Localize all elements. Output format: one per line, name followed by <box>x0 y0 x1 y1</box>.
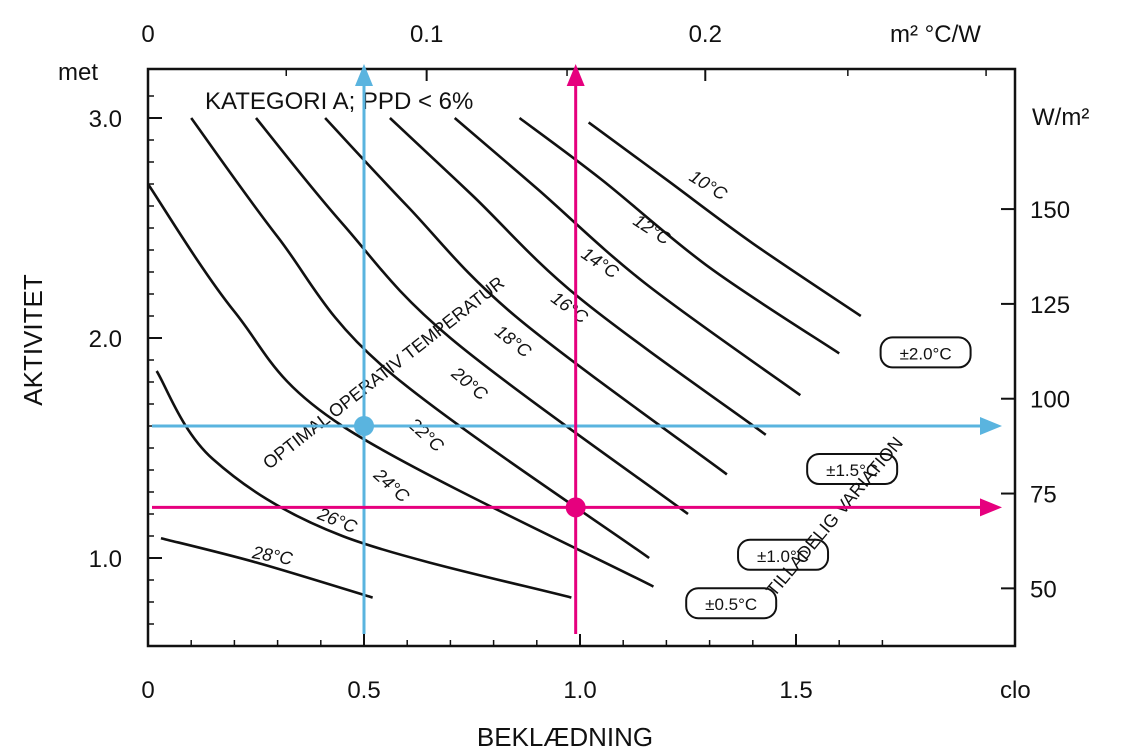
guide-arrow-right-blue <box>980 417 1002 435</box>
x-tick-label: 0 <box>141 677 154 704</box>
curve-14c <box>453 117 802 397</box>
curve-26c <box>155 370 572 599</box>
curve-20c <box>254 117 689 516</box>
y2-unit-label: W/m² <box>1032 104 1089 131</box>
x-tick-label: 1.0 <box>563 677 596 704</box>
y2-tick-label: 100 <box>1030 387 1070 414</box>
y2-tick-label: 50 <box>1030 576 1057 603</box>
x-tick-label: 1.5 <box>779 677 812 704</box>
curve-12c <box>518 116 840 355</box>
x2-unit-label: m² °C/W <box>890 21 981 48</box>
plot-frame <box>146 67 1017 648</box>
y-axis-title: AKTIVITET <box>18 274 48 406</box>
x2-tick-label: 0.1 <box>410 21 443 48</box>
x2-tick-label: 0 <box>141 21 154 48</box>
y-tick-label: 3.0 <box>89 106 122 133</box>
curve-label: 22°C <box>404 413 449 456</box>
curve-28c <box>160 536 374 599</box>
tolerance-label: ±2.0°C <box>900 344 952 363</box>
y-tick-label: 1.0 <box>89 546 122 573</box>
curve-label: 12°C <box>630 210 675 249</box>
tolerance-box <box>685 587 778 620</box>
x2-tick-label: 0.2 <box>689 21 722 48</box>
curve-22c <box>190 117 650 560</box>
y2-tick-label: 125 <box>1030 292 1070 319</box>
curve-24c <box>146 183 655 588</box>
curve-label: 24°C <box>369 464 414 507</box>
curve-16c <box>389 117 767 436</box>
guide-arrow-up-blue <box>355 64 373 86</box>
y-tick-label: 2.0 <box>89 326 122 353</box>
x-axis-title: BEKLÆDNING <box>477 722 653 752</box>
guide-point-blue <box>354 416 374 436</box>
chart-title: KATEGORI A; PPD < 6% <box>205 88 473 115</box>
curve-18c <box>324 117 728 476</box>
y2-tick-label: 75 <box>1030 482 1057 509</box>
curve-label: 28°C <box>250 542 295 569</box>
x-tick-label: 0.5 <box>347 677 380 704</box>
tolerance-box <box>879 336 972 369</box>
tolerance-label: ±1.0°C <box>757 547 809 566</box>
curve-label: 20°C <box>447 363 492 405</box>
curve-label: 14°C <box>578 243 623 283</box>
tolerance-box <box>737 538 830 571</box>
guide-arrow-up-magenta <box>566 64 585 86</box>
y2-tick-label: 150 <box>1030 197 1070 224</box>
guide-arrow-right-magenta <box>980 498 1002 517</box>
plot-area: 0 0.5 1.0 1.5 0 0.1 0.2 1.0 2.0 3.0 50 75 100 125 150 1… <box>89 21 1070 704</box>
guide-point-magenta <box>565 497 586 518</box>
curve-label: 16°C <box>547 288 592 328</box>
tolerance-box <box>806 453 899 485</box>
tolerance-label: ±0.5°C <box>705 595 757 614</box>
x-unit-label: clo <box>1000 677 1031 704</box>
curve-10c <box>587 121 862 318</box>
y-unit-label: met <box>58 59 98 86</box>
tolerance-label: ±1.5°C <box>826 461 878 480</box>
